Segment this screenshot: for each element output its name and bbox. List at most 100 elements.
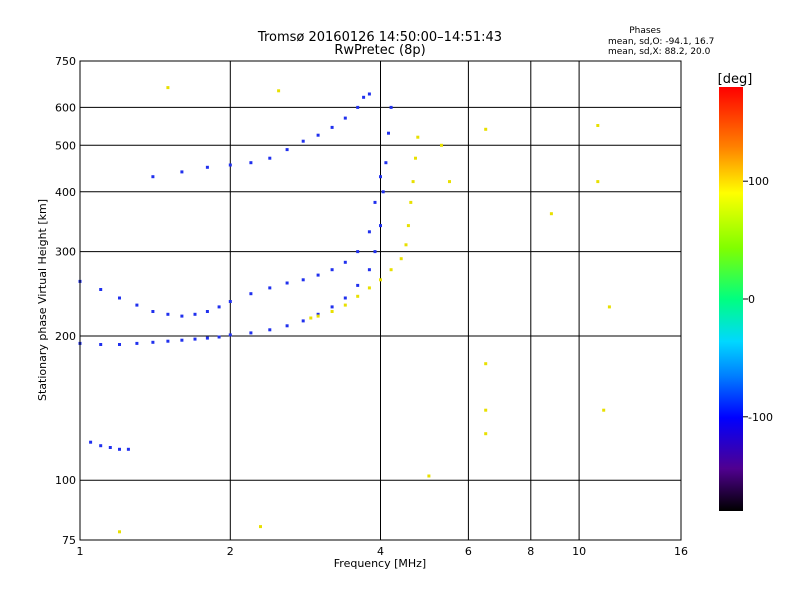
y-tick-label: 100 [55, 474, 76, 487]
data-point [602, 408, 606, 412]
data-point [379, 278, 382, 282]
stats-line-o: mean, sd,O: -94.1, 16.7 [608, 37, 714, 47]
data-point [268, 286, 272, 290]
data-point [118, 343, 121, 346]
x-tick-label: 1 [77, 545, 84, 558]
data-point [316, 273, 320, 277]
data-point [99, 343, 103, 346]
data-point [416, 135, 420, 139]
data-point [330, 305, 334, 309]
data-point [330, 310, 334, 313]
data-point [285, 324, 289, 328]
data-point [362, 95, 366, 99]
data-point [108, 446, 112, 449]
stats-heading: Phases [629, 26, 661, 36]
data-point [484, 432, 488, 436]
colorbar-ticks: 100 0 -100 [743, 175, 773, 424]
data-point [596, 124, 600, 127]
y-tick-label: 200 [55, 330, 76, 343]
data-point [151, 175, 155, 179]
data-point [89, 440, 93, 444]
data-point [301, 319, 305, 323]
data-point [268, 156, 272, 160]
data-point [389, 105, 393, 109]
data-point [411, 180, 415, 184]
data-point [309, 316, 313, 320]
chart-title: Tromsø 20160126 14:50:00–14:51:43 [257, 30, 502, 45]
data-point [356, 283, 360, 287]
data-point [316, 133, 320, 137]
data-point [343, 116, 347, 120]
data-point [285, 148, 289, 152]
data-point [596, 180, 600, 184]
data-point [249, 161, 253, 165]
data-point [193, 337, 197, 341]
data-point [118, 296, 121, 300]
x-tick-label: 2 [227, 545, 234, 558]
data-point [166, 312, 170, 316]
stats-line-x: mean, sd,X: 88.2, 20.0 [608, 47, 711, 57]
data-point [151, 340, 155, 344]
data-point [301, 278, 305, 282]
data-point [356, 105, 360, 109]
data-point [330, 125, 334, 129]
colorbar-tick-label: 0 [748, 293, 755, 306]
x-tick-label: 10 [572, 545, 586, 558]
data-point [367, 230, 371, 234]
data-point [607, 305, 611, 309]
y-tick-label: 400 [55, 186, 76, 199]
data-point [316, 312, 320, 316]
data-point [99, 444, 103, 448]
y-tick-label: 500 [55, 139, 76, 152]
data-point [367, 268, 371, 272]
data-point [180, 314, 184, 318]
data-point [301, 139, 305, 143]
data-point [285, 281, 289, 285]
data-point [414, 156, 417, 160]
data-point [205, 310, 209, 313]
grid [80, 61, 681, 540]
chart-subtitle: RwPretec (8p) [334, 43, 425, 58]
data-point [409, 200, 413, 204]
y-axis-label: Stationary phase Virtual Height [km] [36, 199, 49, 401]
data-point [406, 224, 410, 228]
data-point [484, 127, 488, 131]
data-point [356, 294, 360, 298]
data-points [78, 86, 611, 534]
data-point [389, 268, 393, 272]
data-point [228, 300, 232, 303]
data-point [549, 212, 553, 216]
data-point [373, 200, 377, 204]
data-point [427, 474, 431, 478]
y-axis-ticks: 75 100 200 300 400 500 600 750 [55, 55, 76, 547]
data-point [151, 310, 155, 313]
y-tick-label: 600 [55, 101, 76, 114]
data-point [166, 86, 170, 90]
data-point [381, 190, 385, 194]
x-tick-label: 8 [527, 545, 534, 558]
data-point [367, 92, 371, 96]
data-point [379, 224, 382, 228]
data-point [135, 341, 139, 345]
data-point [356, 250, 360, 254]
data-point [217, 335, 221, 339]
colorbar-tick-label: 100 [748, 175, 769, 188]
data-point [180, 338, 184, 342]
data-point [135, 303, 139, 307]
x-tick-label: 6 [465, 545, 472, 558]
data-point [448, 180, 451, 184]
data-point [249, 292, 253, 296]
data-point [316, 314, 320, 318]
colorbar-label: [deg] [718, 72, 753, 87]
data-point [228, 163, 232, 167]
data-point [343, 260, 347, 264]
data-point [404, 243, 408, 247]
data-point [373, 250, 377, 254]
y-tick-label: 75 [62, 534, 76, 547]
data-point [277, 89, 281, 93]
data-point [399, 257, 403, 261]
y-tick-label: 300 [55, 246, 76, 259]
data-point [205, 336, 209, 340]
data-point [387, 131, 390, 135]
